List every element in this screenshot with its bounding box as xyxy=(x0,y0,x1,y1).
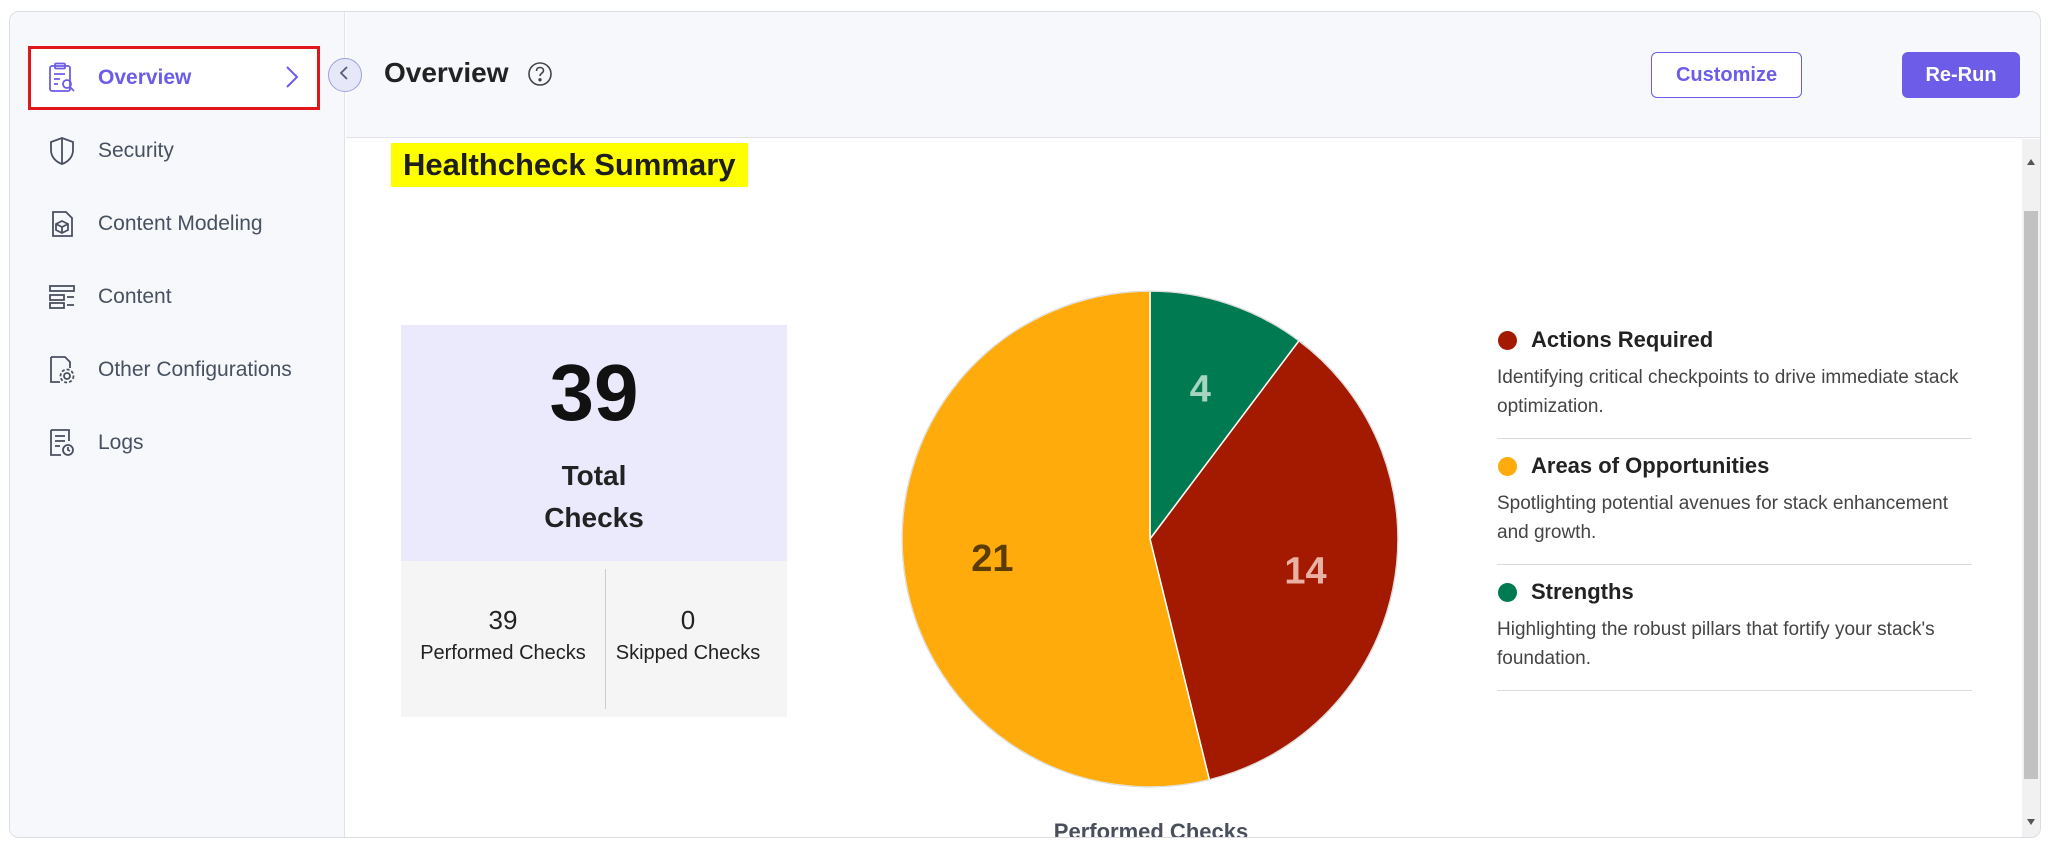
sidebar-item-overview[interactable]: Overview xyxy=(28,46,320,110)
pie-slice-label: 14 xyxy=(1284,551,1326,593)
total-label-line2: Checks xyxy=(544,502,644,533)
pie-outline xyxy=(901,290,1399,788)
skipped-checks-stat: 0 Skipped Checks xyxy=(606,605,770,665)
sidebar-item-content-modeling[interactable]: Content Modeling xyxy=(30,194,318,254)
sidebar-item-label: Content xyxy=(98,285,172,308)
help-circle-icon[interactable] xyxy=(527,61,553,92)
sidebar: Overview Security Conten xyxy=(10,12,345,837)
sidebar-item-security[interactable]: Security xyxy=(30,121,318,181)
performed-checks-stat: 39 Performed Checks xyxy=(401,605,605,665)
sidebar-item-label: Other Configurations xyxy=(98,358,292,381)
chevron-right-icon xyxy=(284,64,300,95)
performed-checks-value: 39 xyxy=(488,605,518,635)
settings-document-icon xyxy=(46,354,78,386)
sidebar-item-logs[interactable]: Logs xyxy=(30,413,318,473)
clipboard-search-icon xyxy=(46,62,78,94)
total-checks-label: Total Checks xyxy=(401,455,787,539)
legend-description: Highlighting the robust pillars that for… xyxy=(1497,619,1935,669)
skipped-checks-value: 0 xyxy=(680,605,696,635)
skipped-checks-label: Skipped Checks xyxy=(615,642,761,664)
legend-item: Strengths Highlighting the robust pillar… xyxy=(1497,565,1972,691)
divider xyxy=(605,569,606,709)
rerun-button[interactable]: Re-Run xyxy=(1902,52,2020,98)
total-label-line1: Total xyxy=(561,460,627,491)
checks-breakdown-card: 39 Performed Checks 0 Skipped Checks xyxy=(401,561,787,717)
legend-title: Strengths xyxy=(1531,579,1634,604)
sidebar-item-label: Logs xyxy=(98,431,144,454)
vertical-scrollbar[interactable] xyxy=(2022,139,2040,837)
legend-item: Areas of Opportunities Spotlighting pote… xyxy=(1497,439,1972,565)
total-checks-card: 39 Total Checks xyxy=(401,325,787,561)
legend-dot xyxy=(1498,583,1517,602)
legend-title: Actions Required xyxy=(1531,327,1714,352)
legend-description: Identifying critical checkpoints to driv… xyxy=(1497,367,1959,417)
cube-document-icon xyxy=(46,208,78,240)
collapse-sidebar-button[interactable] xyxy=(328,58,362,92)
pie-chart: 4 14 21 xyxy=(890,279,1410,799)
shield-icon xyxy=(46,135,78,167)
scroll-up-arrow-icon[interactable] xyxy=(2026,153,2036,171)
app-frame: Overview Security Conten xyxy=(9,11,2041,838)
scrollbar-thumb[interactable] xyxy=(2024,211,2038,779)
pie-slice-label: 21 xyxy=(971,538,1013,580)
chart-title: Performed Checks xyxy=(1053,819,1249,837)
content-list-icon xyxy=(46,281,78,313)
summary-title: Healthcheck Summary xyxy=(391,143,748,187)
sidebar-item-other-configurations[interactable]: Other Configurations xyxy=(30,340,318,400)
logs-document-icon xyxy=(46,427,78,459)
chart-legend: Actions Required Identifying critical ch… xyxy=(1497,313,1972,691)
legend-item: Actions Required Identifying critical ch… xyxy=(1497,313,1972,439)
page-title: Overview xyxy=(384,57,509,88)
legend-dot xyxy=(1498,457,1517,476)
sidebar-item-content[interactable]: Content xyxy=(30,267,318,327)
sidebar-item-label: Content Modeling xyxy=(98,212,263,235)
pie-slice-label: 4 xyxy=(1190,368,1211,410)
scroll-down-arrow-icon[interactable] xyxy=(2026,813,2036,831)
legend-title: Areas of Opportunities xyxy=(1531,453,1770,478)
main-content: Healthcheck Summary 39 Total Checks 39 P… xyxy=(346,139,2022,837)
legend-dot xyxy=(1498,331,1517,350)
page-header: Overview Customize Re-Run xyxy=(346,12,2040,138)
customize-button[interactable]: Customize xyxy=(1651,52,1802,98)
sidebar-item-label: Security xyxy=(98,139,174,162)
total-checks-value: 39 xyxy=(549,348,639,437)
pie-chart-svg: 4 14 21 xyxy=(901,290,1399,788)
performed-checks-label: Performed Checks xyxy=(420,642,586,664)
legend-description: Spotlighting potential avenues for stack… xyxy=(1497,493,1949,543)
sidebar-item-label: Overview xyxy=(98,66,192,89)
chevron-left-icon xyxy=(338,65,352,86)
